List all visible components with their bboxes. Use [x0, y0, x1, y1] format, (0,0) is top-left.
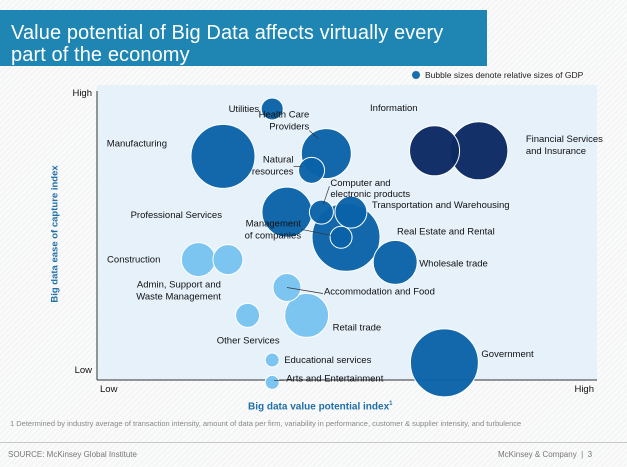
- page-number: 3: [587, 450, 593, 459]
- bubble-label-financial-services-and-insurance: Financial Services and Insurance: [526, 134, 603, 157]
- bubble-size-legend: Bubble sizes denote relative sizes of GD…: [412, 70, 583, 80]
- footnote: 1 Determined by industry average of tran…: [10, 419, 522, 428]
- bubble-label-other-services: Other Services: [217, 335, 280, 346]
- bubble-label-admin-support-and-waste-management: Admin, Support and Waste Management: [136, 280, 221, 303]
- bubble-admin-support-and-waste-management: [212, 244, 244, 276]
- bubble-manufacturing: [190, 123, 256, 189]
- bubble-label-government: Government: [481, 349, 534, 360]
- x-axis-title: Big data value potential index1: [248, 401, 392, 412]
- leader-line-management-of-companies: [301, 228, 332, 236]
- bubble-natural-resources: [298, 156, 326, 184]
- bubble-label-arts-and-entertainment: Arts and Entertainment: [286, 373, 384, 384]
- bubble-wholesale-trade: [372, 239, 418, 285]
- bubble-arts-and-entertainment: [264, 374, 280, 390]
- x-tick-label-low: Low: [100, 384, 118, 395]
- page-title: Value potential of Big Data affects virt…: [11, 22, 444, 66]
- bubble-government: [409, 328, 479, 398]
- bubble-label-health-care-providers: Health Care Providers: [259, 110, 310, 133]
- bubble-transportation-and-warehousing: [334, 195, 368, 229]
- bubble-construction: [180, 242, 216, 278]
- leader-line-accommodation-and-food: [286, 287, 324, 294]
- y-axis-title-text: Big data ease of capture index: [49, 165, 61, 303]
- bubble-label-manufacturing: Manufacturing: [107, 138, 167, 149]
- x-axis-title-text: Big data value potential index: [248, 401, 390, 413]
- bubble-retail-trade: [284, 292, 330, 338]
- leader-line-computer-and-electronic-products: [323, 186, 330, 205]
- x-tick-label-high: High: [574, 384, 594, 395]
- x-axis-title-footnote-mark: 1: [389, 401, 393, 407]
- bubble-educational-services: [264, 352, 280, 368]
- bubble-label-wholesale-trade: Wholesale trade: [419, 258, 488, 269]
- legend-note-text: Bubble sizes denote relative sizes of GD…: [425, 70, 584, 80]
- bubble-label-educational-services: Educational services: [284, 355, 371, 366]
- title-bar: Value potential of Big Data affects virt…: [0, 10, 487, 66]
- bubble-information: [409, 125, 461, 177]
- source-note: SOURCE: McKinsey Global Institute: [8, 450, 137, 459]
- bubble-label-accommodation-and-food: Accommodation and Food: [324, 287, 435, 298]
- bubble-label-professional-services: Professional Services: [131, 210, 223, 221]
- bubble-label-retail-trade: Retail trade: [333, 322, 382, 333]
- footer-divider: [0, 442, 627, 443]
- legend-dot-icon: [412, 71, 420, 79]
- bubble-label-natural-resources: Natural resources: [252, 154, 294, 177]
- bubble-computer-and-electronic-products: [308, 199, 334, 225]
- bubble-label-management-of-companies: Management of companies: [245, 218, 302, 241]
- bubble-label-transportation-and-warehousing: Transportation and Warehousing: [372, 200, 510, 211]
- bubble-label-utilities: Utilities: [229, 104, 260, 115]
- y-tick-label-high: High: [72, 88, 92, 99]
- footer-brand: McKinsey & Company | 3: [498, 450, 593, 459]
- brand-name: McKinsey & Company: [498, 450, 577, 459]
- bubble-label-real-estate-and-rental: Real Estate and Rental: [397, 226, 495, 237]
- bubble-management-of-companies: [329, 225, 353, 249]
- bubble-label-information: Information: [370, 103, 418, 114]
- y-tick-label-low: Low: [75, 365, 93, 376]
- bubble-utilities: [260, 97, 284, 121]
- bubble-other-services: [235, 302, 261, 328]
- bubble-label-construction: Construction: [107, 255, 160, 266]
- bubble-label-computer-and-electronic-products: Computer and electronic products: [330, 178, 410, 200]
- leader-line-health-care-providers: [309, 130, 319, 139]
